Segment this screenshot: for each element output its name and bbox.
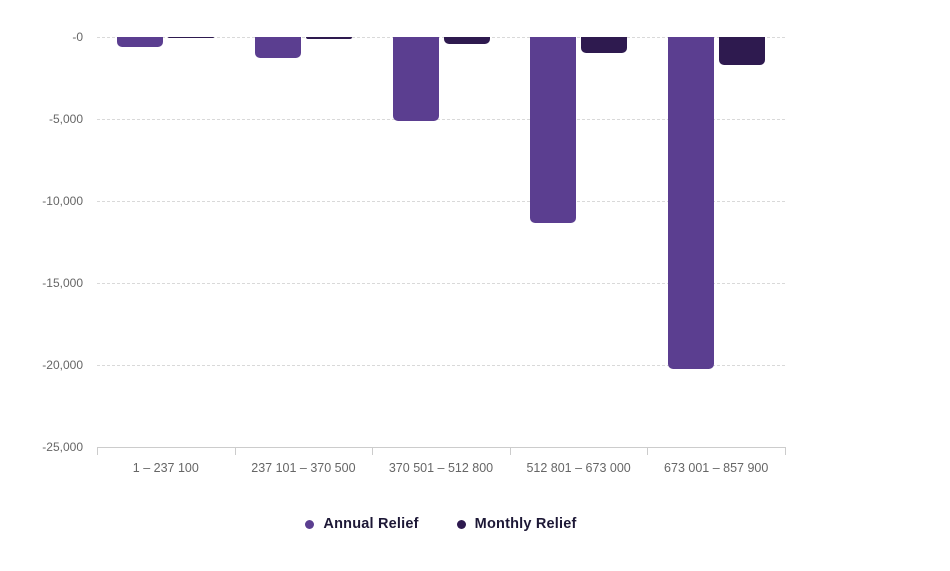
x-axis-label: 237 101 – 370 500 <box>251 461 356 475</box>
x-axis-label: 370 501 – 512 800 <box>388 461 494 475</box>
bar-monthly-relief[interactable] <box>581 37 628 53</box>
x-axis-label: 1 – 237 100 <box>132 461 199 475</box>
gridline <box>97 365 785 366</box>
bar-annual-relief[interactable] <box>667 37 714 370</box>
plot-area: 1 – 237 100 237 101 – 370 500 370 501 – 51… <box>97 37 786 475</box>
x-axis-label: 512 801 – 673 000 <box>526 461 631 475</box>
y-axis: -0 -5,000 -10,000 -15,000 -20,000 -25,000 <box>0 30 90 454</box>
bar-annual-relief[interactable] <box>254 37 301 58</box>
x-axis-label: 673 001 – 857 900 <box>664 461 769 475</box>
legend-dot-monthly-relief <box>456 519 466 529</box>
x-axis-tick <box>372 447 374 455</box>
bar-monthly-relief[interactable] <box>443 37 490 45</box>
gridline <box>97 283 785 284</box>
x-axis-tick <box>97 447 98 455</box>
legend-item-monthly-relief[interactable]: Monthly Relief <box>456 516 577 532</box>
y-axis-label: -5,000 <box>48 112 83 126</box>
bar-monthly-relief[interactable] <box>718 37 765 65</box>
gridline <box>97 201 785 202</box>
x-axis-tick <box>785 447 786 455</box>
legend-dot-annual-relief <box>305 519 315 529</box>
legend-label: Monthly Relief <box>474 516 577 532</box>
gridline <box>97 119 785 120</box>
legend-item-annual-relief[interactable]: Annual Relief <box>305 516 418 532</box>
bar-annual-relief[interactable] <box>117 37 164 48</box>
legend: Annual Relief Monthly Relief <box>97 511 785 537</box>
x-axis-tick <box>509 447 511 455</box>
bar-annual-relief[interactable] <box>530 37 577 224</box>
bar-monthly-relief[interactable] <box>305 37 352 39</box>
bar-monthly-relief[interactable] <box>168 37 215 38</box>
x-axis-baseline <box>97 447 785 448</box>
y-axis-label: -10,000 <box>42 194 83 208</box>
bar-annual-relief[interactable] <box>392 37 439 122</box>
y-axis-label: -25,000 <box>42 440 83 454</box>
x-axis-tick <box>647 447 649 455</box>
legend-label: Annual Relief <box>323 516 419 532</box>
x-axis-tick <box>234 447 236 455</box>
y-axis-label: -20,000 <box>42 358 83 372</box>
gridline <box>97 37 785 38</box>
y-axis-label: -15,000 <box>42 276 83 290</box>
y-axis-label: -0 <box>72 30 83 44</box>
